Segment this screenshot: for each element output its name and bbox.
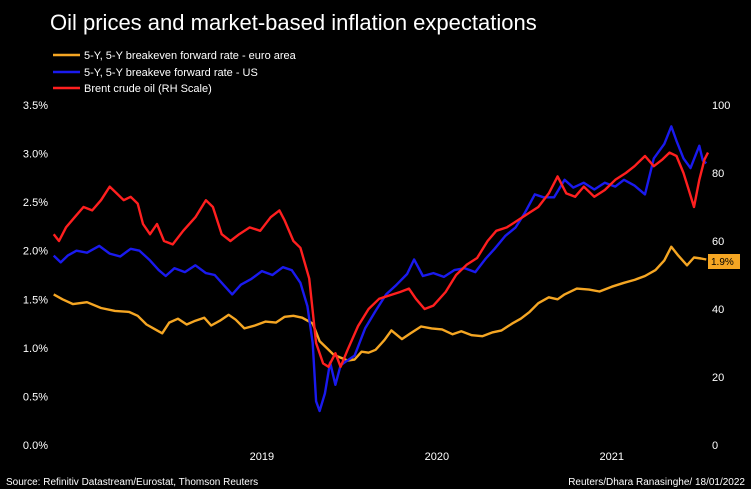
y-left-tick-label: 3.5% (23, 100, 48, 112)
end-value-badge: 1.9% (708, 254, 740, 269)
y-right-tick-label: 40 (712, 304, 724, 316)
y-left-tick-label: 0.0% (23, 440, 48, 452)
x-tick-label: 2019 (250, 451, 274, 463)
y-right-tick-label: 80 (712, 168, 724, 180)
legend-label-euro-area: 5-Y, 5-Y breakeven forward rate - euro a… (84, 50, 297, 62)
legend-label-brent: Brent crude oil (RH Scale) (84, 83, 212, 95)
y-axis-left: 0.0% 0.5% 1.0% 1.5% 2.0% 2.5% 3.0% 3.5% (23, 100, 48, 452)
y-right-tick-label: 60 (712, 236, 724, 248)
legend: 5-Y, 5-Y breakeven forward rate - euro a… (53, 50, 297, 95)
y-left-tick-label: 2.5% (23, 197, 48, 209)
series-line-us (52, 125, 708, 413)
x-tick-label: 2020 (425, 451, 449, 463)
series-lines (52, 125, 710, 413)
y-axis-right: 0 20 40 60 80 100 (712, 100, 730, 452)
end-value-label: 1.9% (711, 257, 734, 268)
y-left-tick-label: 0.5% (23, 391, 48, 403)
y-left-tick-label: 2.0% (23, 246, 48, 258)
y-right-tick-label: 0 (712, 440, 718, 452)
chart-title: Oil prices and market-based inflation ex… (50, 10, 537, 35)
legend-label-us: 5-Y, 5-Y breakeve forward rate - US (84, 67, 258, 79)
x-tick-label: 2021 (600, 451, 624, 463)
y-right-tick-label: 20 (712, 372, 724, 384)
x-axis: 2019 2020 2021 (250, 451, 624, 463)
y-left-tick-label: 3.0% (23, 149, 48, 161)
end-value-badge-bg (708, 254, 740, 269)
source-note: Source: Refinitiv Datastream/Eurostat, T… (6, 477, 258, 488)
series-line-euro-area (53, 245, 707, 362)
y-left-tick-label: 1.0% (23, 343, 48, 355)
y-left-tick-label: 1.5% (23, 294, 48, 306)
y-right-tick-label: 100 (712, 100, 730, 112)
credit-note: Reuters/Dhara Ranasinghe/ 18/01/2022 (568, 477, 745, 488)
series-line-brent (52, 151, 710, 368)
